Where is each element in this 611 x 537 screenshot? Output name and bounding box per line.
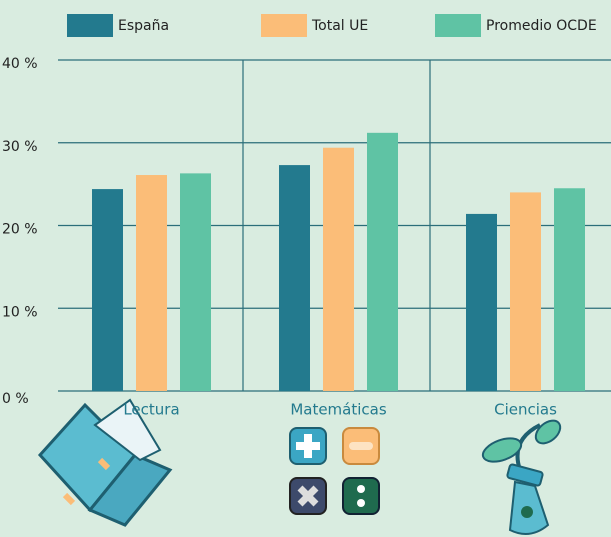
x-tick-label: Matemáticas bbox=[290, 401, 387, 419]
bar bbox=[180, 173, 211, 391]
y-tick-label: 40 % bbox=[2, 56, 38, 72]
legend-swatch bbox=[261, 14, 307, 37]
bar bbox=[92, 189, 123, 391]
bar bbox=[323, 147, 354, 391]
y-tick-label: 10 % bbox=[2, 304, 38, 320]
legend-label: Promedio OCDE bbox=[486, 18, 597, 34]
legend-label: España bbox=[118, 18, 169, 34]
plant-icon bbox=[481, 419, 562, 535]
y-tick-label: 20 % bbox=[2, 222, 38, 238]
bar bbox=[279, 165, 310, 391]
bar bbox=[367, 132, 398, 391]
bar bbox=[466, 213, 497, 391]
y-tick-label: 30 % bbox=[2, 139, 38, 155]
legend-label: Total UE bbox=[311, 18, 368, 34]
x-tick-label: Lectura bbox=[123, 401, 179, 419]
y-tick-label: 0 % bbox=[2, 391, 29, 407]
math-icons bbox=[289, 427, 380, 515]
bar bbox=[554, 188, 585, 391]
legend-swatch bbox=[67, 14, 113, 37]
book-icon bbox=[37, 398, 173, 527]
x-tick-label: Ciencias bbox=[494, 401, 557, 419]
bar bbox=[136, 175, 167, 391]
bar bbox=[510, 192, 541, 391]
legend-swatch bbox=[435, 14, 481, 37]
